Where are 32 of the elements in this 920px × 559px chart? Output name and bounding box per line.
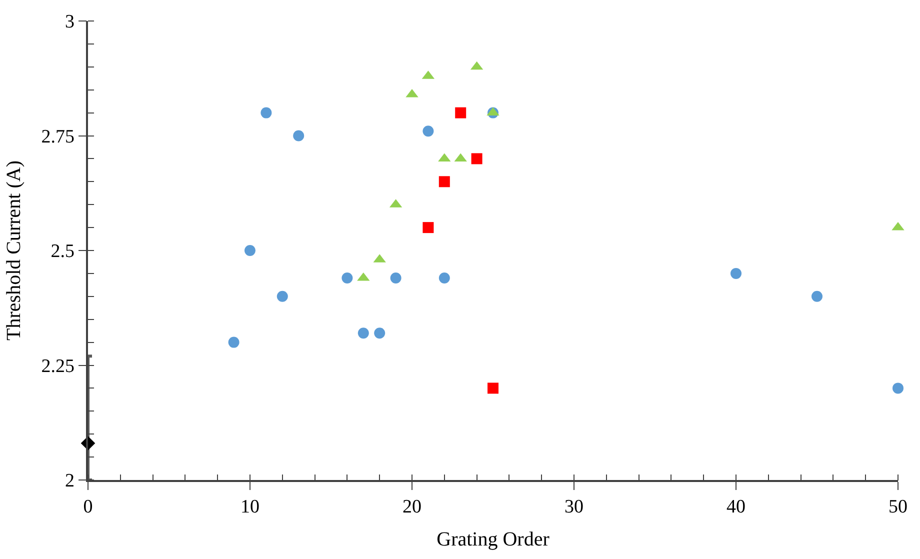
point (471, 153, 482, 164)
point (374, 328, 386, 339)
x-tick-label: 40 (726, 496, 746, 518)
y-tick-label: 3 (64, 12, 74, 33)
x-tick-label: 10 (240, 496, 260, 518)
point (438, 176, 450, 188)
point (812, 290, 822, 302)
y-tick-label: 2.25 (41, 356, 74, 377)
point (438, 272, 450, 284)
point (342, 272, 353, 284)
y-axis-title: Threshold Current (A) (3, 160, 26, 340)
point (730, 268, 742, 279)
point (455, 107, 466, 118)
y-tick-label: 2 (64, 470, 74, 492)
point (276, 290, 288, 302)
point (422, 126, 434, 137)
x-tick-label: 30 (564, 496, 584, 518)
x-tick-label: 50 (888, 496, 908, 518)
point (358, 328, 369, 339)
x-axis-title: Grating Order (436, 528, 550, 551)
point (488, 382, 498, 394)
x-tick-label: 20 (402, 496, 422, 518)
point (892, 382, 904, 394)
point (422, 222, 434, 234)
point (260, 107, 272, 118)
y-tick-label: 2.75 (41, 126, 74, 148)
point (293, 130, 304, 142)
point (244, 245, 256, 256)
point (228, 336, 240, 348)
x-tick-label: 0 (83, 496, 93, 518)
point (390, 272, 402, 284)
y-tick-label: 2.5 (50, 241, 74, 262)
